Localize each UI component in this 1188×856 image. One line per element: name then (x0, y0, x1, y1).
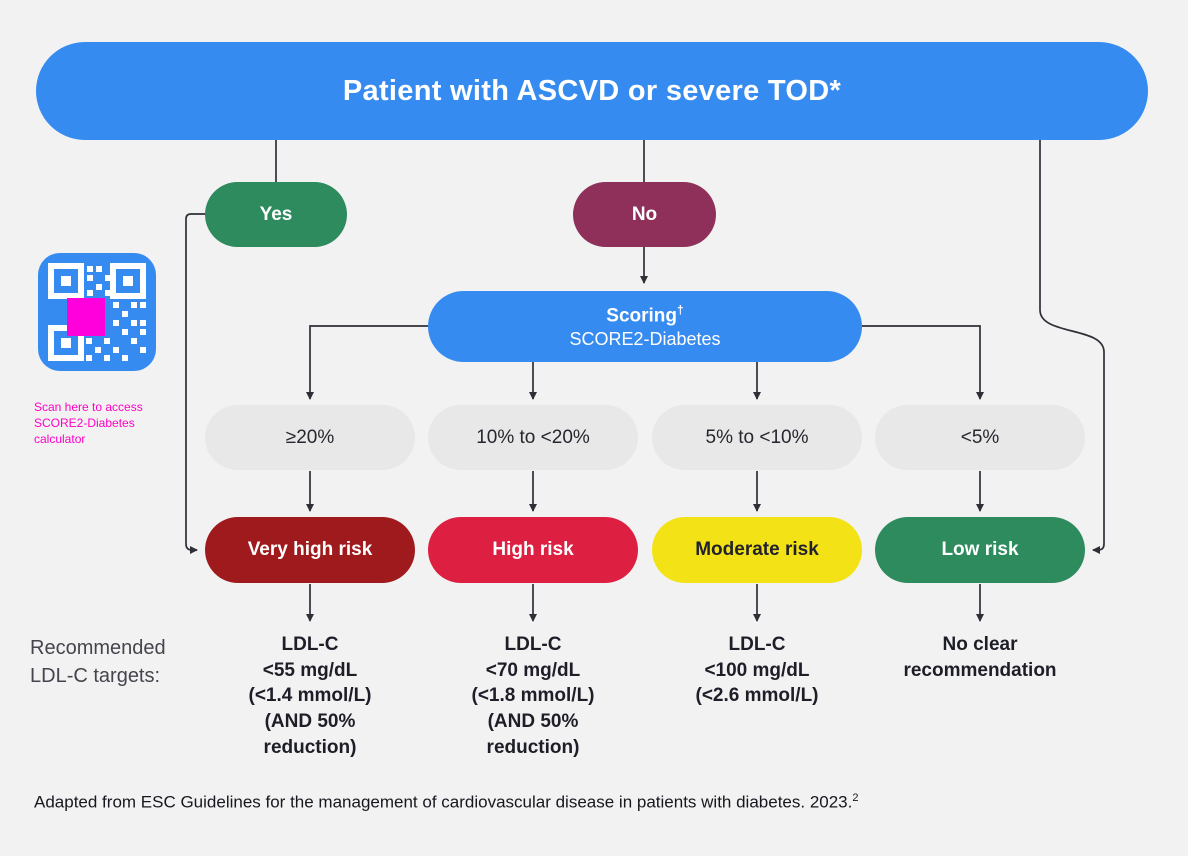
banner-patient-ascvd: Patient with ASCVD or severe TOD* (36, 42, 1148, 140)
scoring-title: Scoring† (606, 302, 684, 327)
scoring-text: Scoring† SCORE2-Diabetes (569, 303, 720, 351)
score-band-5-10: 5% to <10% (652, 405, 862, 470)
footnote-text: Adapted from ESC Guidelines for the mana… (34, 792, 853, 812)
scoring-subtitle: SCORE2-Diabetes (569, 328, 721, 349)
qr-caption: Scan here to access SCORE2-Diabetes calc… (34, 400, 143, 447)
arrow-scoring-to-band1 (306, 325, 430, 400)
risk-high: High risk (428, 517, 638, 583)
score-band-lt5: <5% (875, 405, 1085, 470)
recommended-targets-label: Recommended LDL-C targets: (30, 637, 166, 687)
arrow-yes-to-very-high-risk (185, 213, 207, 554)
score-band-ge20: ≥20% (205, 405, 415, 470)
qr-magenta-overlay (67, 298, 105, 336)
footnote: Adapted from ESC Guidelines for the mana… (34, 792, 1174, 813)
footnote-superscript: 2 (852, 792, 859, 804)
risk-low: Low risk (875, 517, 1085, 583)
no-pill: No (573, 182, 716, 247)
qr-pattern-icon (48, 263, 146, 361)
risk-moderate: Moderate risk (652, 517, 862, 583)
yes-pill: Yes (205, 182, 347, 247)
ldl-target-moderate: LDL-C <100 mg/dL (<2.6 mmol/L) (695, 634, 819, 707)
score-band-10-20: 10% to <20% (428, 405, 638, 470)
arrow-banner-to-low-risk (1039, 140, 1105, 554)
ldl-target-very-high: LDL-C <55 mg/dL (<1.4 mmol/L) (AND 50% r… (248, 634, 372, 758)
ldl-target-high: LDL-C <70 mg/dL (<1.8 mmol/L) (AND 50% r… (471, 634, 595, 758)
scoring-box: Scoring† SCORE2-Diabetes (428, 291, 862, 362)
risk-very-high: Very high risk (205, 517, 415, 583)
scoring-dagger: † (677, 302, 684, 317)
ldl-target-low: No clear recommendation (903, 634, 1057, 681)
arrow-scoring-to-band4 (860, 325, 984, 400)
qr-code (38, 253, 156, 371)
